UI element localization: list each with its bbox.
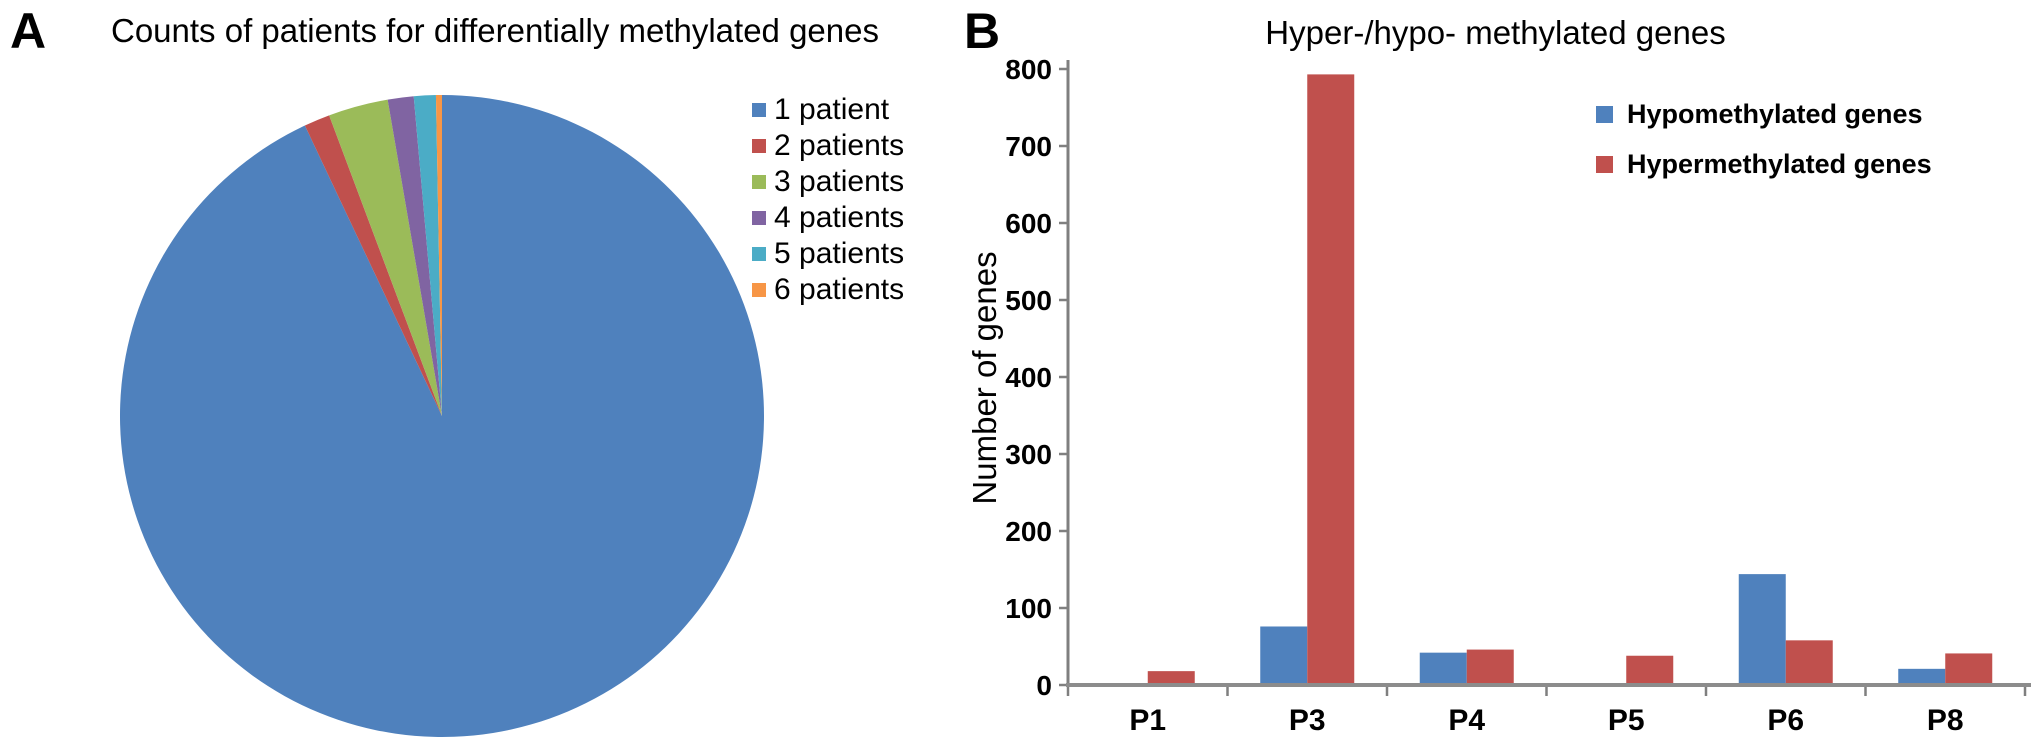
pie-legend: 1 patient 2 patients 3 patients 4 patien… [752,93,904,306]
svg-text:P4: P4 [1448,704,1485,737]
pie-legend-label: 4 patients [774,200,905,234]
pie-legend-label: 5 patients [774,236,905,270]
pie-legend-item: 5 patients [752,237,904,270]
legend-swatch [1596,155,1613,173]
pie-legend-item: 1 patient [752,93,904,126]
bar-title: Hyper-/hypo- methylated genes [1265,14,1726,51]
legend-swatch [752,174,766,189]
svg-text:400: 400 [1005,362,1052,393]
svg-text:P1: P1 [1129,704,1166,737]
bar-legend-item: Hypermethylated genes [1596,148,1932,179]
svg-text:200: 200 [1005,516,1052,547]
svg-text:600: 600 [1005,208,1052,239]
pie-legend-item: 2 patients [752,129,904,162]
pie-legend-item: 4 patients [752,201,904,234]
legend-swatch [752,246,766,261]
svg-text:700: 700 [1005,131,1052,162]
svg-text:800: 800 [1005,54,1052,85]
svg-text:P6: P6 [1767,704,1804,737]
pie-legend-label: 3 patients [774,164,905,198]
pie-legend-item: 6 patients [752,273,904,306]
panel-a-label: A [10,3,48,59]
svg-text:500: 500 [1005,285,1052,316]
svg-text:300: 300 [1005,439,1052,470]
pie-legend-label: 6 patients [774,272,905,306]
legend-swatch [752,282,766,297]
svg-text:P8: P8 [1927,704,1964,737]
svg-text:P3: P3 [1289,704,1326,737]
legend-swatch [1596,105,1613,123]
pie-title: Counts of patients for differentially me… [110,12,879,49]
bar-legend-label: Hypomethylated genes [1627,98,1923,129]
bar-legend: Hypomethylated genes Hypermethylated gen… [1596,98,1932,179]
panel-b: B Hyper-/hypo- methylated genes Number o… [960,0,2031,744]
bar-legend-item: Hypomethylated genes [1596,98,1932,129]
legend-swatch [752,210,766,225]
svg-text:100: 100 [1005,593,1052,624]
pie-legend-label: 1 patient [774,92,890,126]
pie-legend-item: 3 patients [752,165,904,198]
legend-swatch [752,102,766,117]
pie-chart [119,95,764,737]
pie-legend-label: 2 patients [774,128,905,162]
bar-legend-label: Hypermethylated genes [1627,148,1932,179]
panel-a: A Counts of patients for differentially … [0,0,960,744]
bar-chart: 0 100 200 300 400 500 600 700 800 P1 P3 P4 P5 P6 P8 [1005,54,2031,737]
legend-swatch [752,138,766,153]
panel-b-label: B [964,3,1002,59]
svg-text:P5: P5 [1608,704,1645,737]
svg-text:0: 0 [1036,670,1052,701]
